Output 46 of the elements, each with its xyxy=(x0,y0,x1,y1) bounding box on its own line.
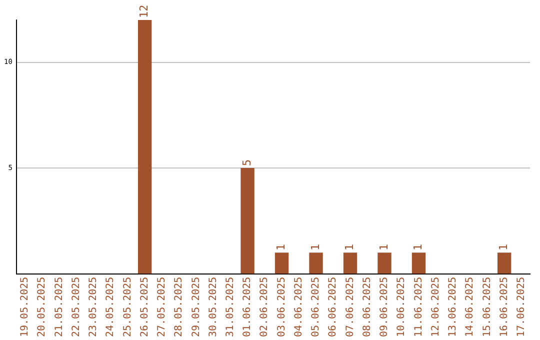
x-tick-label: 22.05.2025 xyxy=(70,276,82,338)
bar xyxy=(412,252,426,274)
data-label: 1 xyxy=(497,244,510,251)
data-label: 1 xyxy=(412,244,425,251)
x-tick-label: 14.06.2025 xyxy=(464,276,476,338)
bar xyxy=(343,252,358,274)
data-label: 1 xyxy=(274,244,288,251)
x-tick-label: 25.05.2025 xyxy=(122,276,134,338)
x-tick-label: 03.06.2025 xyxy=(276,276,288,338)
bar xyxy=(240,168,254,274)
x-tick-label: 20.05.2025 xyxy=(36,276,48,338)
x-tick-label: 24.05.2025 xyxy=(105,276,116,338)
x-tick-label: 31.05.2025 xyxy=(225,276,236,338)
x-tick-label: 11.06.2025 xyxy=(413,276,424,338)
x-tick-label: 26.05.2025 xyxy=(139,276,150,338)
x-tick-label: 10.06.2025 xyxy=(396,276,408,338)
bar xyxy=(497,252,512,274)
x-tick-label: 04.06.2025 xyxy=(293,276,304,338)
data-label: 1 xyxy=(308,244,322,251)
x-tick-label: 01.06.2025 xyxy=(242,276,254,338)
x-tick-label: 28.05.2025 xyxy=(174,276,185,338)
data-label: 12 xyxy=(138,4,151,18)
x-tick-label: 27.05.2025 xyxy=(156,276,168,338)
bar xyxy=(309,252,323,274)
x-tick-label: 17.06.2025 xyxy=(516,276,528,338)
x-tick-label: 23.05.2025 xyxy=(88,276,100,338)
x-tick-label: 16.06.2025 xyxy=(498,276,510,338)
data-label: 5 xyxy=(240,159,254,166)
x-tick-label: 12.06.2025 xyxy=(430,276,442,338)
x-tick-label: 19.05.2025 xyxy=(20,276,31,338)
x-tick-label: 30.05.2025 xyxy=(208,276,219,338)
bar xyxy=(138,20,152,274)
x-tick-label: 02.06.2025 xyxy=(259,276,270,338)
x-tick-label: 05.06.2025 xyxy=(310,276,322,338)
x-tick-label: 21.05.2025 xyxy=(54,276,65,338)
data-label: 1 xyxy=(343,244,356,251)
x-tick-label: 15.06.2025 xyxy=(482,276,493,338)
x-tick-label: 29.05.2025 xyxy=(190,276,202,338)
data-label: 1 xyxy=(377,244,390,251)
x-tick-label: 06.06.2025 xyxy=(328,276,339,338)
x-tick-label: 13.06.2025 xyxy=(448,276,459,338)
x-tick-label: 07.06.2025 xyxy=(344,276,356,338)
x-tick-label: 09.06.2025 xyxy=(379,276,390,338)
x-tick-label: 08.06.2025 xyxy=(362,276,373,338)
bar xyxy=(274,252,289,274)
bar xyxy=(378,252,392,274)
